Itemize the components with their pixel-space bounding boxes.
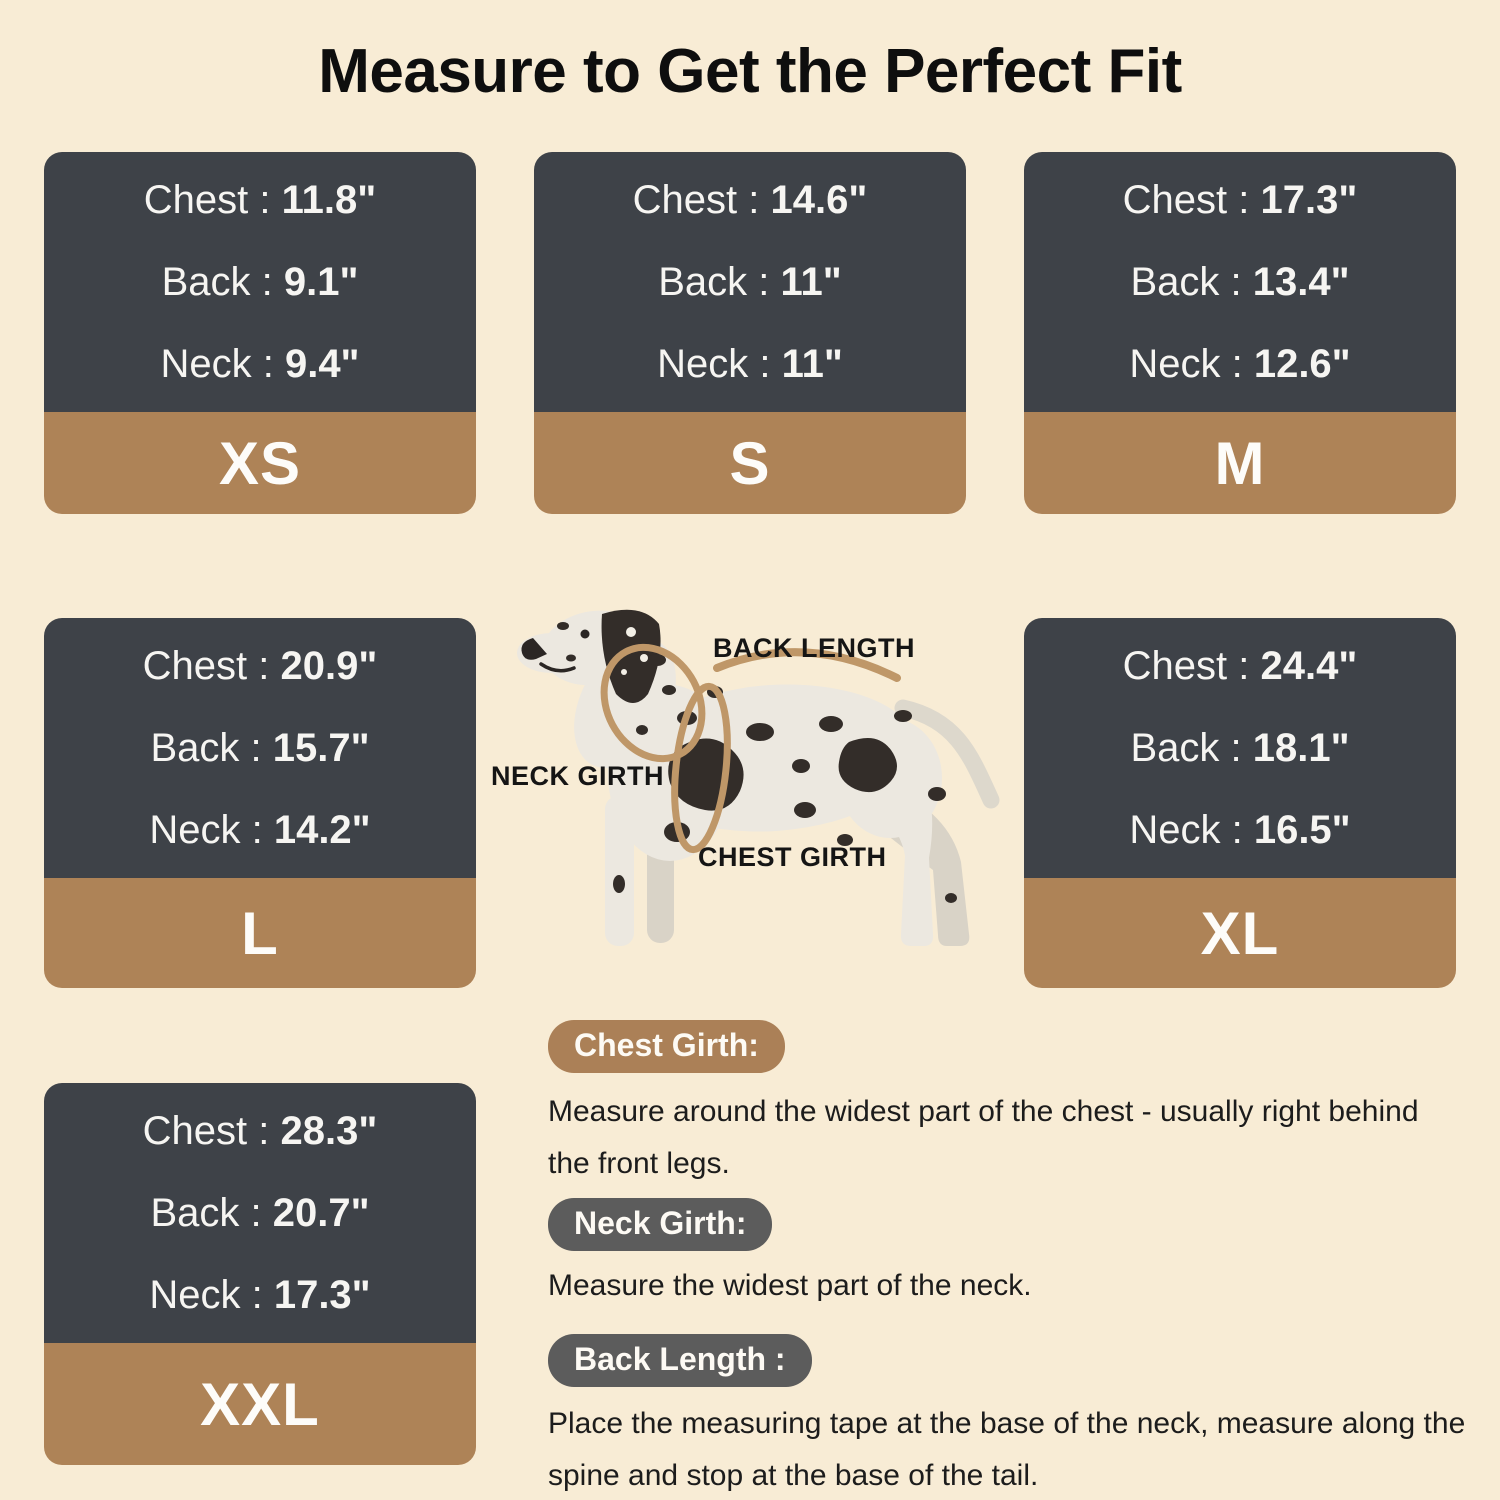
measurements-panel: Chest : 24.4" Back : 18.1" Neck : 16.5" bbox=[1024, 618, 1456, 878]
size-card-xs: Chest : 11.8" Back : 9.1" Neck : 9.4" XS bbox=[44, 152, 476, 514]
neck-measurement: Neck : 16.5" bbox=[1129, 808, 1351, 852]
measurements-panel: Chest : 11.8" Back : 9.1" Neck : 9.4" bbox=[44, 152, 476, 412]
measurements-panel: Chest : 14.6" Back : 11" Neck : 11" bbox=[534, 152, 966, 412]
size-card-l: Chest : 20.9" Back : 15.7" Neck : 14.2" … bbox=[44, 618, 476, 988]
size-badge: XS bbox=[44, 412, 476, 514]
back-measurement: Back : 15.7" bbox=[150, 726, 370, 770]
neck-measurement: Neck : 12.6" bbox=[1129, 342, 1351, 386]
back-measurement: Back : 13.4" bbox=[1130, 260, 1350, 304]
size-card-m: Chest : 17.3" Back : 13.4" Neck : 12.6" … bbox=[1024, 152, 1456, 514]
chest-girth-tape bbox=[671, 682, 731, 854]
chest-measurement: Chest : 14.6" bbox=[632, 178, 868, 222]
size-badge: L bbox=[44, 878, 476, 988]
size-badge: M bbox=[1024, 412, 1456, 514]
chest-girth-heading: Chest Girth: bbox=[548, 1020, 785, 1073]
neck-girth-description: Measure the widest part of the neck. bbox=[548, 1269, 1032, 1302]
chest-measurement: Chest : 20.9" bbox=[142, 644, 378, 688]
chest-measurement: Chest : 24.4" bbox=[1122, 644, 1358, 688]
size-card-xl: Chest : 24.4" Back : 18.1" Neck : 16.5" … bbox=[1024, 618, 1456, 988]
size-card-xxl: Chest : 28.3" Back : 20.7" Neck : 17.3" … bbox=[44, 1083, 476, 1465]
size-badge: S bbox=[534, 412, 966, 514]
chest-measurement: Chest : 17.3" bbox=[1122, 178, 1358, 222]
neck-measurement: Neck : 11" bbox=[657, 342, 843, 386]
size-badge: XL bbox=[1024, 878, 1456, 988]
back-length-heading: Back Length : bbox=[548, 1334, 812, 1387]
neck-measurement: Neck : 9.4" bbox=[160, 342, 360, 386]
back-length-label: BACK LENGTH bbox=[713, 633, 915, 663]
size-card-s: Chest : 14.6" Back : 11" Neck : 11" S bbox=[534, 152, 966, 514]
back-length-description: Place the measuring tape at the base of … bbox=[548, 1407, 1466, 1492]
chest-girth-description: Measure around the widest part of the ch… bbox=[548, 1095, 1419, 1180]
measurements-panel: Chest : 17.3" Back : 13.4" Neck : 12.6" bbox=[1024, 152, 1456, 412]
neck-girth-heading: Neck Girth: bbox=[548, 1198, 773, 1251]
back-measurement: Back : 11" bbox=[658, 260, 842, 304]
page-title: Measure to Get the Perfect Fit bbox=[318, 37, 1182, 106]
neck-measurement: Neck : 17.3" bbox=[149, 1273, 371, 1317]
chest-girth-label: CHEST GIRTH bbox=[698, 842, 887, 872]
measurements-panel: Chest : 20.9" Back : 15.7" Neck : 14.2" bbox=[44, 618, 476, 878]
back-length-tape bbox=[713, 648, 901, 682]
measurements-panel: Chest : 28.3" Back : 20.7" Neck : 17.3" bbox=[44, 1083, 476, 1343]
back-measurement: Back : 18.1" bbox=[1130, 726, 1350, 770]
back-measurement: Back : 20.7" bbox=[150, 1191, 370, 1235]
chest-measurement: Chest : 11.8" bbox=[143, 178, 377, 222]
dog-illustration bbox=[517, 609, 1000, 946]
chest-measurement: Chest : 28.3" bbox=[142, 1109, 378, 1153]
size-badge: XXL bbox=[44, 1343, 476, 1465]
neck-measurement: Neck : 14.2" bbox=[149, 808, 371, 852]
neck-girth-label: NECK GIRTH bbox=[491, 761, 664, 791]
back-measurement: Back : 9.1" bbox=[161, 260, 359, 304]
